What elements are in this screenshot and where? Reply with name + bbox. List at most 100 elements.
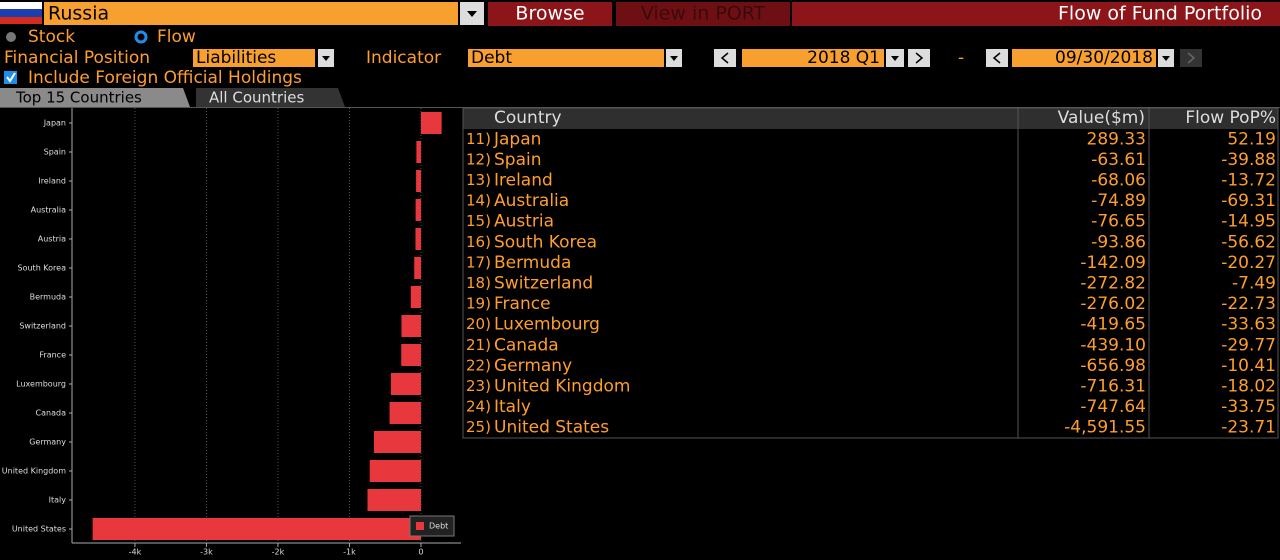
title-bar: [792, 2, 1280, 26]
bar: [415, 199, 421, 221]
value-cell: -439.10: [1080, 335, 1146, 355]
country-cell: Luxembourg: [494, 315, 600, 335]
indicator-input[interactable]: [468, 49, 664, 67]
browse-text: Browse: [515, 3, 584, 25]
dropdown-arrow: [467, 11, 477, 17]
flag-white: [0, 2, 42, 9]
position-value: Liabilities: [196, 48, 276, 68]
bar: [414, 257, 421, 279]
row-index: 24): [466, 398, 491, 416]
flow-cell: -69.31: [1221, 191, 1276, 211]
flow-cell: -33.63: [1221, 315, 1276, 335]
y-tick-label: Spain: [44, 148, 66, 157]
next-icon: [915, 52, 924, 64]
row-index: 18): [466, 274, 491, 292]
flag-blue: [0, 9, 42, 17]
start-input[interactable]: [742, 49, 884, 67]
value-cell: -747.64: [1080, 397, 1146, 417]
check-icon: [6, 72, 16, 83]
flow-cell: -13.72: [1221, 171, 1276, 191]
bar: [389, 402, 421, 424]
next-icon: [1187, 52, 1196, 64]
indicator-label: Indicator: [366, 48, 441, 68]
row-index: 19): [466, 295, 491, 313]
table-header: [463, 108, 1278, 129]
y-tick-label: Australia: [31, 206, 66, 215]
prev-icon: [992, 52, 1001, 64]
y-tick-label: South Korea: [18, 264, 67, 273]
country-cell: Bermuda: [494, 253, 571, 273]
row-index: 16): [466, 233, 491, 251]
y-tick-label: United Kingdom: [2, 467, 66, 476]
x-tick-label: -4k: [129, 548, 142, 557]
value-cell: -272.82: [1080, 274, 1146, 294]
row-index: 15): [466, 212, 491, 230]
bar: [390, 373, 421, 395]
legend-label: Debt: [429, 522, 448, 531]
dropdown-arrow: [891, 56, 899, 61]
legend-swatch: [416, 522, 424, 530]
row-index: 13): [466, 171, 491, 189]
bar: [373, 431, 421, 453]
position-input[interactable]: [193, 49, 315, 67]
prev-icon: [720, 52, 729, 64]
prev-button[interactable]: [986, 49, 1008, 67]
separator: -: [958, 48, 964, 68]
y-tick-label: United States: [12, 525, 66, 534]
tab[interactable]: [196, 88, 345, 107]
row-index: 25): [466, 418, 491, 436]
value-cell: -93.86: [1091, 232, 1146, 252]
tab-active[interactable]: [0, 88, 190, 107]
prev-button[interactable]: [714, 49, 736, 67]
column-header: Country: [494, 108, 562, 128]
value-cell: -276.02: [1080, 294, 1146, 314]
row-index: 12): [466, 150, 491, 168]
value-cell: -76.65: [1091, 212, 1146, 232]
country-cell: Germany: [494, 356, 572, 376]
flag-red: [0, 17, 42, 24]
value-cell: -68.06: [1091, 171, 1146, 191]
dropdown-arrow: [1162, 56, 1170, 61]
country-cell: Canada: [494, 335, 559, 355]
legend-box: [409, 515, 455, 537]
x-tick-label: -2k: [272, 548, 285, 557]
next-button[interactable]: [908, 49, 930, 67]
row-index: 22): [466, 356, 491, 374]
view-button[interactable]: [616, 2, 790, 26]
value-cell: -419.65: [1080, 315, 1146, 335]
next-button[interactable]: [1180, 49, 1202, 67]
bar: [367, 489, 421, 511]
flow-cell: -18.02: [1221, 377, 1276, 397]
tab-label: Top 15 Countries: [15, 89, 142, 107]
dropdown-arrow: [322, 56, 330, 61]
position-label: Financial Position: [4, 48, 150, 68]
value-cell: 289.33: [1087, 129, 1146, 149]
indicator-value: Debt: [471, 48, 512, 68]
flow-cell: -56.62: [1221, 232, 1276, 252]
bar: [92, 518, 421, 540]
row-index: 11): [466, 130, 491, 148]
y-tick-label: Italy: [49, 496, 67, 505]
browse-button[interactable]: [488, 2, 612, 26]
value-cell: -63.61: [1091, 150, 1146, 170]
bar: [369, 460, 421, 482]
flow-cell: -29.77: [1221, 335, 1276, 355]
x-tick-label: 0: [418, 548, 423, 557]
country-cell: Austria: [494, 212, 554, 232]
country-cell: South Korea: [494, 232, 597, 252]
end-input[interactable]: [1012, 49, 1156, 67]
radio-stock[interactable]: [6, 32, 16, 42]
row-index: 20): [466, 315, 491, 333]
value-cell: -716.31: [1080, 377, 1146, 397]
table-body: 11) Japan 289.33 52.19 12) Spain -63.61 -39.88 1…: [462, 107, 1279, 439]
column-header: Value($m): [1058, 108, 1145, 128]
radio-flow[interactable]: [134, 30, 148, 44]
value-cell: -4,591.55: [1064, 418, 1146, 438]
country-cell: Switzerland: [494, 274, 593, 294]
value-cell: -656.98: [1080, 356, 1146, 376]
x-tick-label: -3k: [200, 548, 213, 557]
y-tick-label: Ireland: [38, 177, 66, 186]
tab-label: All Countries: [209, 89, 304, 107]
country-input[interactable]: [44, 2, 458, 25]
